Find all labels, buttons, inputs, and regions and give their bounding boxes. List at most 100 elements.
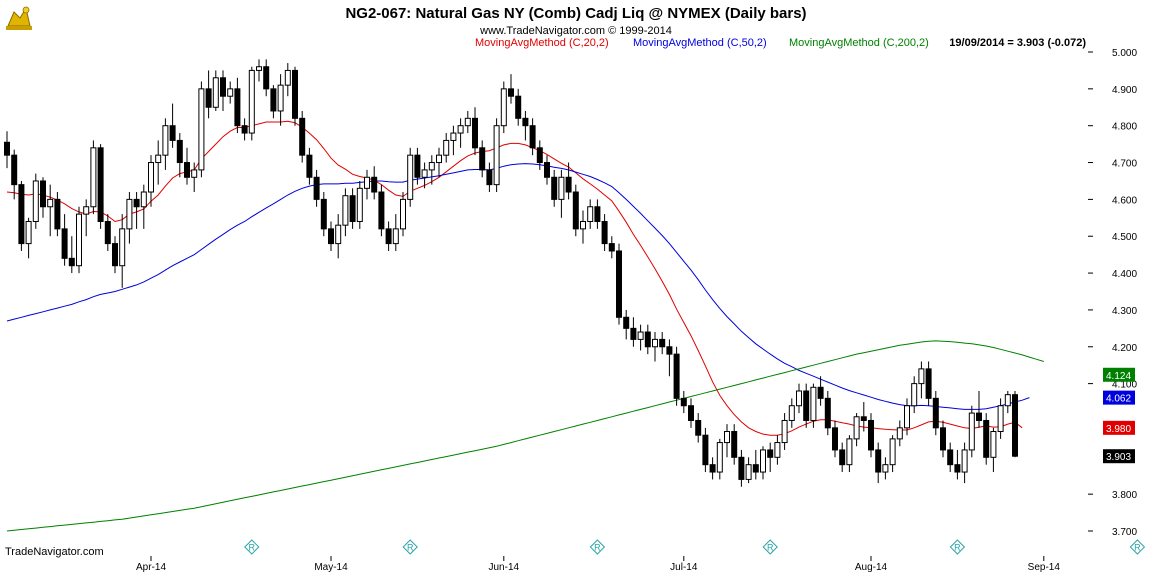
candle xyxy=(968,405,975,458)
candle xyxy=(860,402,867,432)
legend-ma20: MovingAvgMethod (C,20,2) xyxy=(475,37,609,49)
candle-body xyxy=(652,338,658,348)
candle xyxy=(133,192,140,229)
candle xyxy=(716,438,723,480)
candle xyxy=(774,435,781,465)
x-tick-label: Jun-14 xyxy=(489,562,520,573)
candle xyxy=(695,413,702,443)
candle-body xyxy=(234,88,241,127)
candle-body xyxy=(464,117,471,127)
candle-body xyxy=(472,117,478,149)
y-tick-label: 5.000 xyxy=(1112,48,1137,59)
ma50-value-tag: 4.062 xyxy=(1103,390,1135,405)
candle xyxy=(724,424,730,458)
candle-body xyxy=(342,195,349,226)
candle-body xyxy=(18,184,25,245)
candle xyxy=(932,390,939,436)
candle-body xyxy=(90,147,97,208)
candle xyxy=(565,162,572,200)
candle xyxy=(875,442,882,484)
legend-ma50: MovingAvgMethod (C,50,2) xyxy=(633,37,767,49)
candle-body xyxy=(155,154,162,164)
candle xyxy=(40,177,46,218)
candle-body xyxy=(680,397,687,407)
candle xyxy=(212,70,219,111)
candle-body xyxy=(169,125,176,141)
candle xyxy=(263,59,270,97)
close-value-tag: 3.903 xyxy=(1103,449,1135,464)
candle-body xyxy=(997,405,1004,433)
candle-body xyxy=(911,383,918,407)
roll-marker-icon: R xyxy=(402,539,418,555)
candle xyxy=(983,413,990,465)
candle-body xyxy=(500,88,507,127)
candle-body xyxy=(529,125,536,149)
candle xyxy=(796,383,802,414)
candle xyxy=(169,103,176,148)
candle xyxy=(1012,390,1018,458)
candle-body xyxy=(356,187,363,222)
ma-line-2 xyxy=(6,340,1044,532)
candle xyxy=(644,324,651,355)
ma20-value-tag: 3.980 xyxy=(1103,420,1135,435)
candle xyxy=(292,66,298,126)
candle-body xyxy=(515,95,522,119)
candle-body xyxy=(954,464,961,473)
candle-body xyxy=(1004,394,1011,407)
candle xyxy=(378,184,385,237)
candle-body xyxy=(61,228,68,259)
candle-body xyxy=(371,176,378,193)
candle xyxy=(97,144,104,229)
candle xyxy=(191,162,198,193)
candle-body xyxy=(126,198,133,230)
candle xyxy=(176,133,183,178)
candle-body xyxy=(119,228,126,267)
candle-body xyxy=(536,147,543,164)
candle xyxy=(11,149,18,200)
candle-body xyxy=(364,176,370,189)
candle xyxy=(414,147,421,185)
candle xyxy=(659,332,666,355)
candle-body xyxy=(932,397,939,429)
candle xyxy=(90,140,97,215)
candle xyxy=(356,180,363,229)
candle xyxy=(810,383,817,428)
trade-navigator-logo xyxy=(6,6,32,30)
candle xyxy=(184,147,190,185)
candle xyxy=(652,332,658,362)
roll-marker-icon: R xyxy=(244,539,260,555)
candle xyxy=(918,361,925,399)
candle xyxy=(162,118,169,170)
roll-marker-icon: R xyxy=(762,539,778,555)
candle-body xyxy=(673,353,680,399)
candle-body xyxy=(299,117,306,156)
candle xyxy=(227,81,234,104)
candle xyxy=(731,424,738,465)
candle xyxy=(421,162,428,189)
candle xyxy=(500,81,507,134)
candle xyxy=(220,70,226,111)
chart-title: NG2-067: Natural Gas NY (Comb) Cadj Liq … xyxy=(345,5,806,22)
candle xyxy=(385,221,392,251)
candle-body xyxy=(133,198,140,208)
candle xyxy=(443,133,450,163)
y-tick-label: 4.900 xyxy=(1112,85,1137,96)
candle-body xyxy=(544,162,550,178)
candle-body xyxy=(695,419,702,436)
candle-body xyxy=(414,154,421,178)
roll-marker-icon: R xyxy=(589,539,606,555)
candle xyxy=(587,199,594,229)
y-tick-label: 4.600 xyxy=(1112,195,1137,206)
candle-body xyxy=(277,84,284,112)
candle xyxy=(788,398,795,428)
candle xyxy=(270,85,277,119)
x-tick-label: Jul-14 xyxy=(670,562,698,573)
candle xyxy=(760,446,766,480)
candle xyxy=(18,180,25,251)
ma200-value-tag: 4.124 xyxy=(1103,367,1135,382)
candle xyxy=(32,173,39,229)
candle-body xyxy=(40,180,46,208)
candle xyxy=(954,449,961,480)
candle-body xyxy=(824,397,831,429)
candle xyxy=(911,376,918,414)
